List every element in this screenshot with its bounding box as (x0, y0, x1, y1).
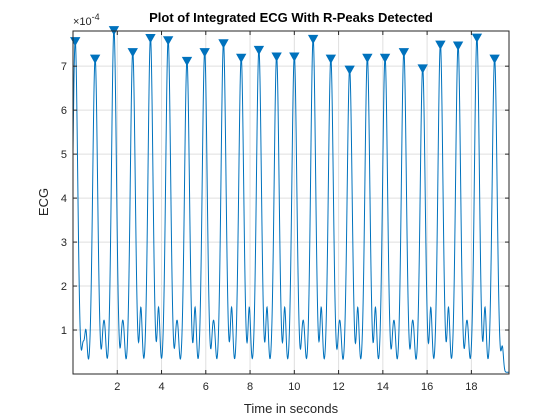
x-tick-label: 4 (158, 381, 164, 393)
r-peak-marker (489, 54, 500, 64)
r-peak-marker (307, 34, 319, 45)
r-peak-marker (199, 48, 210, 58)
r-peak-marker (452, 41, 464, 51)
r-peak-marker (218, 39, 229, 49)
r-peak-marker (417, 64, 428, 74)
r-peak-marker (344, 65, 355, 75)
x-axis-label: Time in seconds (244, 401, 339, 416)
ecg-signal-line (72, 30, 509, 373)
x-tick-label: 14 (377, 381, 389, 393)
y-exponent-power: -4 (92, 12, 100, 22)
r-peak-marker (289, 52, 300, 62)
y-tick-label: 1 (61, 325, 67, 337)
x-tick-label: 16 (421, 381, 433, 393)
r-peak-marker (271, 52, 282, 62)
r-peak-marker (379, 53, 391, 64)
y-tick-label: 3 (61, 237, 67, 249)
r-peak-marker (145, 34, 156, 44)
y-tick-label: 7 (61, 61, 67, 73)
r-peak-marker (398, 48, 410, 58)
x-tick-label: 12 (332, 381, 344, 393)
x-tick-label: 10 (288, 381, 300, 393)
x-tick-label: 6 (203, 381, 209, 393)
r-peak-marker (325, 54, 337, 64)
x-tick-label: 18 (465, 381, 477, 393)
r-peak-marker (362, 53, 373, 64)
y-axis-label: ECG (36, 188, 51, 216)
ecg-signal-group (72, 30, 509, 373)
r-peak-marker (236, 53, 247, 64)
r-peak-marker (89, 54, 101, 64)
y-tick-label: 4 (61, 193, 67, 205)
y-tick-label: 2 (61, 281, 67, 293)
y-tick-label: 5 (61, 149, 67, 161)
r-peak-marker (253, 45, 265, 56)
axes-box (72, 30, 510, 375)
r-peak-marker (435, 40, 446, 50)
x-tick-label: 2 (114, 381, 120, 393)
r-peak-marker (181, 56, 193, 67)
y-exponent-base: ×10 (73, 16, 92, 28)
y-tick-label: 6 (61, 105, 67, 117)
r-peak-marker (471, 33, 483, 43)
y-exponent-label: ×10-4 (73, 12, 100, 28)
x-tick-label: 8 (247, 381, 253, 393)
r-peak-marker (162, 36, 174, 46)
chart-title: Plot of Integrated ECG With R-Peaks Dete… (149, 10, 433, 25)
r-peak-marker (127, 48, 138, 58)
